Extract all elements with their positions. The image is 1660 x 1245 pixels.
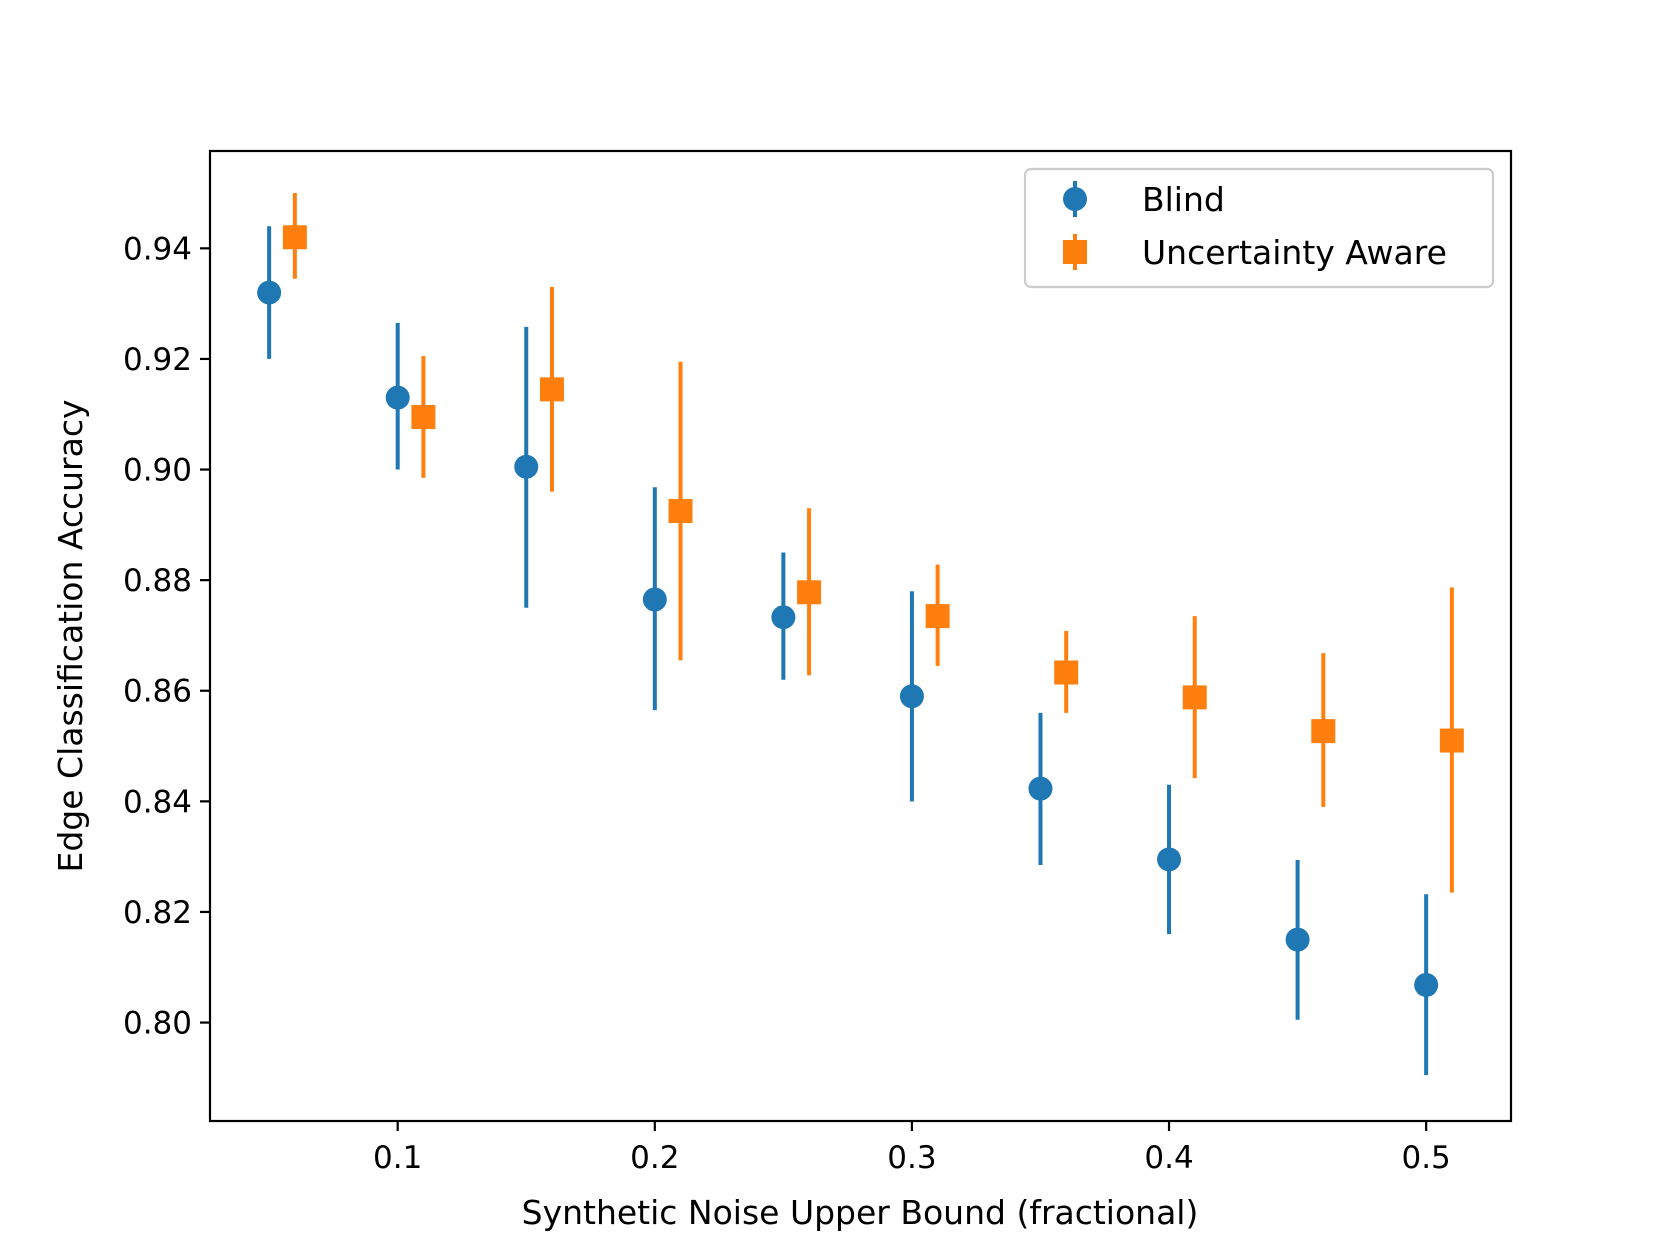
legend-blind-label: Blind [1142, 180, 1225, 219]
uncertainty-aware-point [282, 225, 307, 250]
y-tick-label: 0.88 [123, 563, 192, 599]
uncertainty-aware-point [925, 604, 950, 629]
legend-uncertainty-aware-marker [1063, 240, 1087, 264]
uncertainty-aware-point [1311, 719, 1336, 744]
y-tick-label: 0.86 [123, 674, 192, 710]
x-tick-label: 0.3 [887, 1140, 936, 1176]
blind-point [1028, 776, 1053, 801]
y-tick-label: 0.92 [123, 342, 192, 378]
y-tick-label: 0.80 [123, 1006, 192, 1042]
uncertainty-aware-point [411, 405, 436, 430]
uncertainty-aware-point [1439, 728, 1464, 753]
plot-frame [208, 149, 1513, 1123]
blind-point [642, 587, 667, 612]
x-tick-label: 0.4 [1144, 1140, 1193, 1176]
x-axis: 0.1 0.2 0.3 0.4 0.5 [373, 1121, 1451, 1176]
blind-point [257, 280, 282, 305]
y-tick-label: 0.82 [123, 895, 192, 931]
uncertainty-aware-point [539, 377, 564, 402]
uncertainty-aware-point [1054, 660, 1079, 685]
blind-point [899, 684, 924, 709]
blind-point [771, 605, 796, 630]
x-tick-label: 0.1 [373, 1140, 422, 1176]
y-tick-label: 0.90 [123, 453, 192, 489]
legend-blind-marker [1063, 187, 1087, 211]
x-axis-label: Synthetic Noise Upper Bound (fractional) [522, 1193, 1199, 1232]
uncertainty-aware-point [668, 499, 693, 524]
legend-uncertainty-aware-label: Uncertainty Aware [1142, 233, 1447, 272]
legend-box [1023, 167, 1495, 289]
blind-point [385, 385, 410, 410]
uncertainty-aware-point [797, 580, 822, 605]
y-axis: 0.80 0.82 0.84 0.86 0.88 0.90 0.92 0.94 [123, 231, 210, 1042]
y-tick-label: 0.84 [123, 784, 192, 820]
blind-point [1414, 972, 1439, 997]
blind-point [514, 454, 539, 479]
data-marks [257, 193, 1464, 1076]
uncertainty-aware-point [1182, 685, 1207, 710]
x-tick-label: 0.5 [1401, 1140, 1450, 1176]
y-tick-label: 0.94 [123, 231, 192, 267]
x-tick-label: 0.2 [630, 1140, 679, 1176]
blind-point [1157, 847, 1182, 872]
blind-point [1285, 927, 1310, 952]
legend: Blind Uncertainty Aware [1023, 167, 1495, 289]
y-axis-label: Edge Classification Accuracy [51, 399, 90, 872]
